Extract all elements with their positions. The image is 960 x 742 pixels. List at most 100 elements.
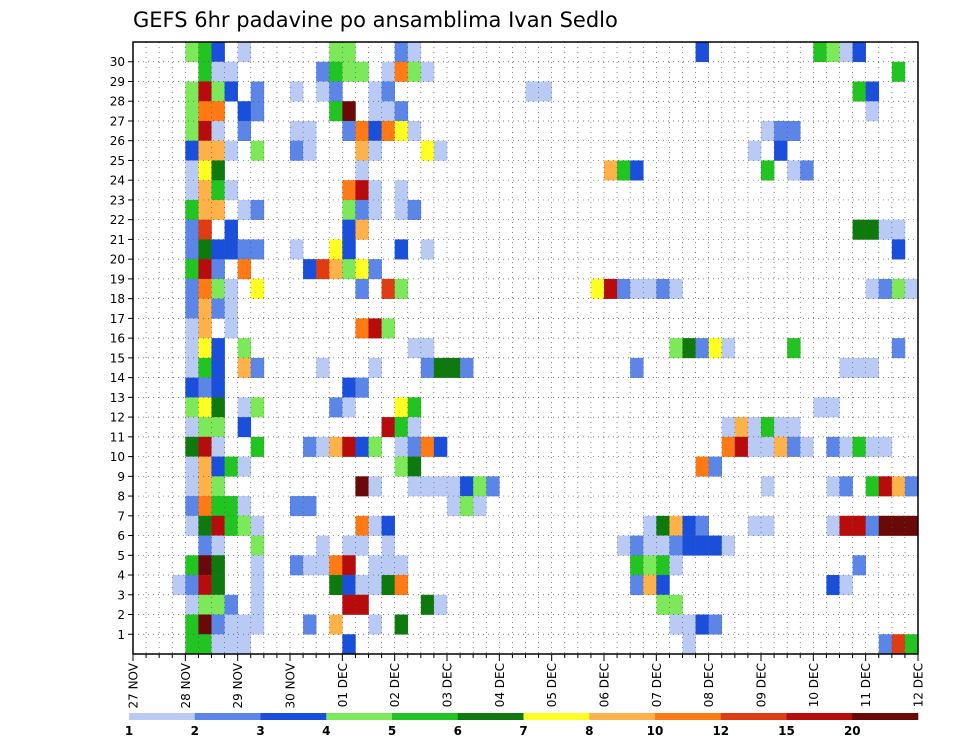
heatmap-cell (368, 614, 382, 635)
heatmap-cell (185, 338, 199, 359)
heatmap-cell (682, 535, 696, 556)
heatmap-cell (695, 338, 709, 359)
heatmap-cell (839, 515, 853, 536)
y-tick-label: 26 (110, 134, 125, 148)
heatmap-cell (303, 120, 317, 142)
heatmap-cell (224, 239, 238, 260)
heatmap-cell (211, 397, 225, 418)
y-tick-label: 6 (117, 529, 125, 543)
heatmap-cell (355, 575, 369, 596)
heatmap-cell (237, 496, 252, 517)
heatmap-cell (198, 594, 212, 615)
heatmap-cell (237, 42, 252, 63)
heatmap-cell (211, 496, 225, 517)
heatmap-cell (865, 219, 880, 240)
heatmap-cell (342, 575, 356, 596)
heatmap-cell (290, 555, 304, 576)
heatmap-cell (407, 397, 422, 418)
heatmap-cell (237, 417, 252, 438)
heatmap-cell (355, 61, 369, 82)
heatmap-cell (878, 634, 893, 655)
heatmap-cell (891, 515, 906, 536)
heatmap-cell (473, 496, 487, 517)
heatmap-cell (211, 180, 225, 201)
heatmap-cell (734, 417, 749, 438)
y-tick-label: 25 (110, 154, 125, 168)
heatmap-cell (368, 140, 382, 161)
heatmap-cell (865, 101, 880, 122)
grid-lines (133, 42, 918, 654)
heatmap-cell (355, 278, 369, 299)
heatmap-cell (669, 278, 683, 299)
heatmap-cell (787, 338, 801, 359)
heatmap-cell (185, 199, 199, 220)
heatmap-cell (185, 456, 199, 477)
heatmap-cell (394, 397, 409, 418)
heatmap-cell (865, 81, 880, 102)
heatmap-cell (852, 357, 866, 378)
heatmap-cell (198, 180, 212, 201)
heatmap-cell (198, 160, 212, 181)
heatmap-cell (865, 476, 880, 497)
heatmap-cell (198, 278, 212, 299)
heatmap-cell (394, 575, 409, 596)
heatmap-cell (878, 476, 893, 497)
heatmap-cell (303, 614, 317, 635)
heatmap-cell (211, 515, 225, 536)
heatmap-cell (211, 357, 225, 378)
heatmap-cell (839, 575, 853, 596)
heatmap-cell (433, 140, 448, 161)
heatmap-cell (211, 535, 225, 556)
y-tick-label: 29 (110, 75, 125, 89)
heatmap-cell (774, 436, 788, 457)
heatmap-cell (682, 614, 696, 635)
heatmap-cell (211, 61, 225, 82)
y-tick-label: 2 (117, 608, 125, 622)
y-tick-label: 22 (110, 213, 125, 227)
heatmap-cell (473, 476, 487, 497)
heatmap-cell (185, 42, 199, 63)
heatmap-cell (198, 219, 212, 240)
heatmap-cell (342, 397, 356, 418)
heatmap-cell (747, 515, 762, 536)
heatmap-cell (185, 555, 199, 576)
heatmap-cell (211, 298, 225, 319)
heatmap-cell (381, 61, 395, 82)
heatmap-cell (617, 278, 631, 299)
heatmap-cell (185, 298, 199, 319)
heatmap-cell (329, 555, 343, 576)
heatmap-cell (787, 436, 801, 457)
heatmap-cell (381, 575, 395, 596)
heatmap-cell (198, 634, 212, 655)
heatmap-cell (185, 476, 199, 497)
heatmap-cell (813, 397, 827, 418)
heatmap-cell (250, 614, 265, 635)
colorbar-segment (326, 713, 393, 720)
heatmap-cell (460, 496, 474, 517)
x-tick-label: 30 NOV (284, 662, 298, 708)
heatmap-cell (878, 436, 893, 457)
heatmap-cell (394, 120, 409, 142)
heatmap-cell (329, 575, 343, 596)
heatmap-cell (865, 278, 880, 299)
heatmap-cell (211, 417, 225, 438)
heatmap-cell (839, 436, 853, 457)
x-tick-label: 29 NOV (231, 662, 245, 708)
heatmap-cell (826, 397, 840, 418)
heatmap-cell (211, 101, 225, 122)
heatmap-cell (420, 476, 435, 497)
heatmap-cell (368, 575, 382, 596)
heatmap-cell (682, 515, 696, 536)
heatmap-cell (290, 120, 304, 142)
x-tick-label: 07 DEC (650, 663, 664, 707)
heatmap-cell (761, 160, 775, 181)
chart-title: GEFS 6hr padavine po ansamblima Ivan Sed… (133, 8, 618, 32)
heatmap-cell (695, 42, 709, 63)
y-tick-label: 11 (110, 430, 125, 444)
heatmap-cell (734, 436, 749, 457)
heatmap-cell (643, 515, 657, 536)
heatmap-cell (460, 357, 474, 378)
heatmap-cell (237, 357, 252, 378)
heatmap-cell (865, 436, 880, 457)
heatmap-cell (368, 101, 382, 122)
